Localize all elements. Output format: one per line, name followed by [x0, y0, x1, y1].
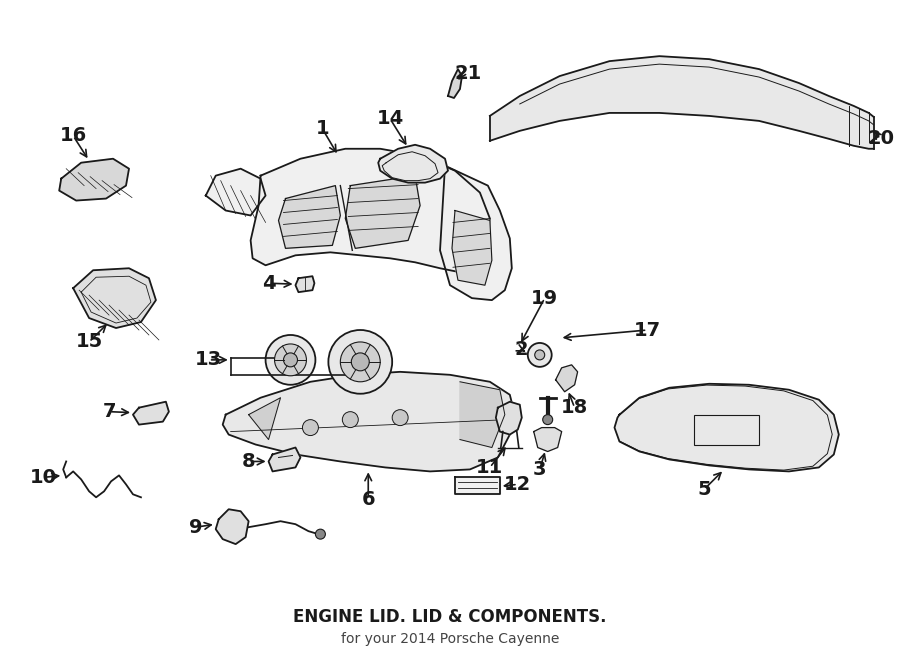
Text: 21: 21	[454, 64, 482, 83]
Polygon shape	[59, 159, 129, 201]
Polygon shape	[73, 268, 156, 328]
Polygon shape	[455, 477, 500, 495]
Text: 11: 11	[476, 458, 503, 477]
Text: 17: 17	[634, 320, 661, 340]
Text: 5: 5	[698, 480, 711, 499]
Polygon shape	[440, 166, 512, 300]
Circle shape	[266, 335, 315, 385]
Circle shape	[527, 343, 552, 367]
Text: ENGINE LID. LID & COMPONENTS.: ENGINE LID. LID & COMPONENTS.	[293, 608, 607, 626]
Circle shape	[340, 342, 380, 382]
Text: 10: 10	[30, 468, 57, 487]
Polygon shape	[460, 382, 505, 448]
Text: 8: 8	[242, 452, 256, 471]
Polygon shape	[250, 149, 490, 272]
Polygon shape	[268, 448, 301, 471]
Text: 15: 15	[76, 332, 103, 352]
Circle shape	[284, 353, 298, 367]
Text: 9: 9	[189, 518, 202, 537]
Polygon shape	[278, 185, 340, 248]
Circle shape	[535, 350, 544, 360]
Polygon shape	[534, 428, 562, 451]
Polygon shape	[222, 372, 515, 471]
Text: 6: 6	[362, 490, 375, 509]
Circle shape	[315, 529, 326, 539]
Text: 12: 12	[504, 475, 531, 494]
Text: 7: 7	[103, 402, 116, 421]
Circle shape	[328, 330, 392, 394]
Text: 16: 16	[59, 126, 86, 146]
Bar	[694, 414, 759, 444]
Text: 18: 18	[561, 398, 589, 417]
Polygon shape	[206, 169, 266, 216]
Polygon shape	[452, 211, 492, 285]
Circle shape	[342, 412, 358, 428]
Polygon shape	[378, 145, 448, 183]
Text: 20: 20	[868, 129, 895, 148]
Polygon shape	[555, 365, 578, 392]
Circle shape	[274, 344, 306, 376]
Polygon shape	[448, 69, 462, 98]
Text: 1: 1	[316, 119, 329, 138]
Text: 2: 2	[515, 340, 528, 359]
Polygon shape	[496, 402, 522, 434]
Text: 19: 19	[531, 289, 558, 308]
Polygon shape	[615, 384, 839, 471]
Circle shape	[302, 420, 319, 436]
Circle shape	[543, 414, 553, 424]
Text: 14: 14	[376, 109, 404, 128]
Text: 3: 3	[533, 460, 546, 479]
Text: 13: 13	[195, 350, 222, 369]
Circle shape	[392, 410, 408, 426]
Text: for your 2014 Porsche Cayenne: for your 2014 Porsche Cayenne	[341, 632, 559, 645]
Polygon shape	[216, 509, 248, 544]
Polygon shape	[295, 276, 314, 292]
Polygon shape	[133, 402, 169, 424]
Polygon shape	[490, 56, 874, 149]
Text: 4: 4	[262, 273, 275, 293]
Polygon shape	[346, 175, 420, 248]
Polygon shape	[248, 398, 281, 440]
Circle shape	[351, 353, 369, 371]
